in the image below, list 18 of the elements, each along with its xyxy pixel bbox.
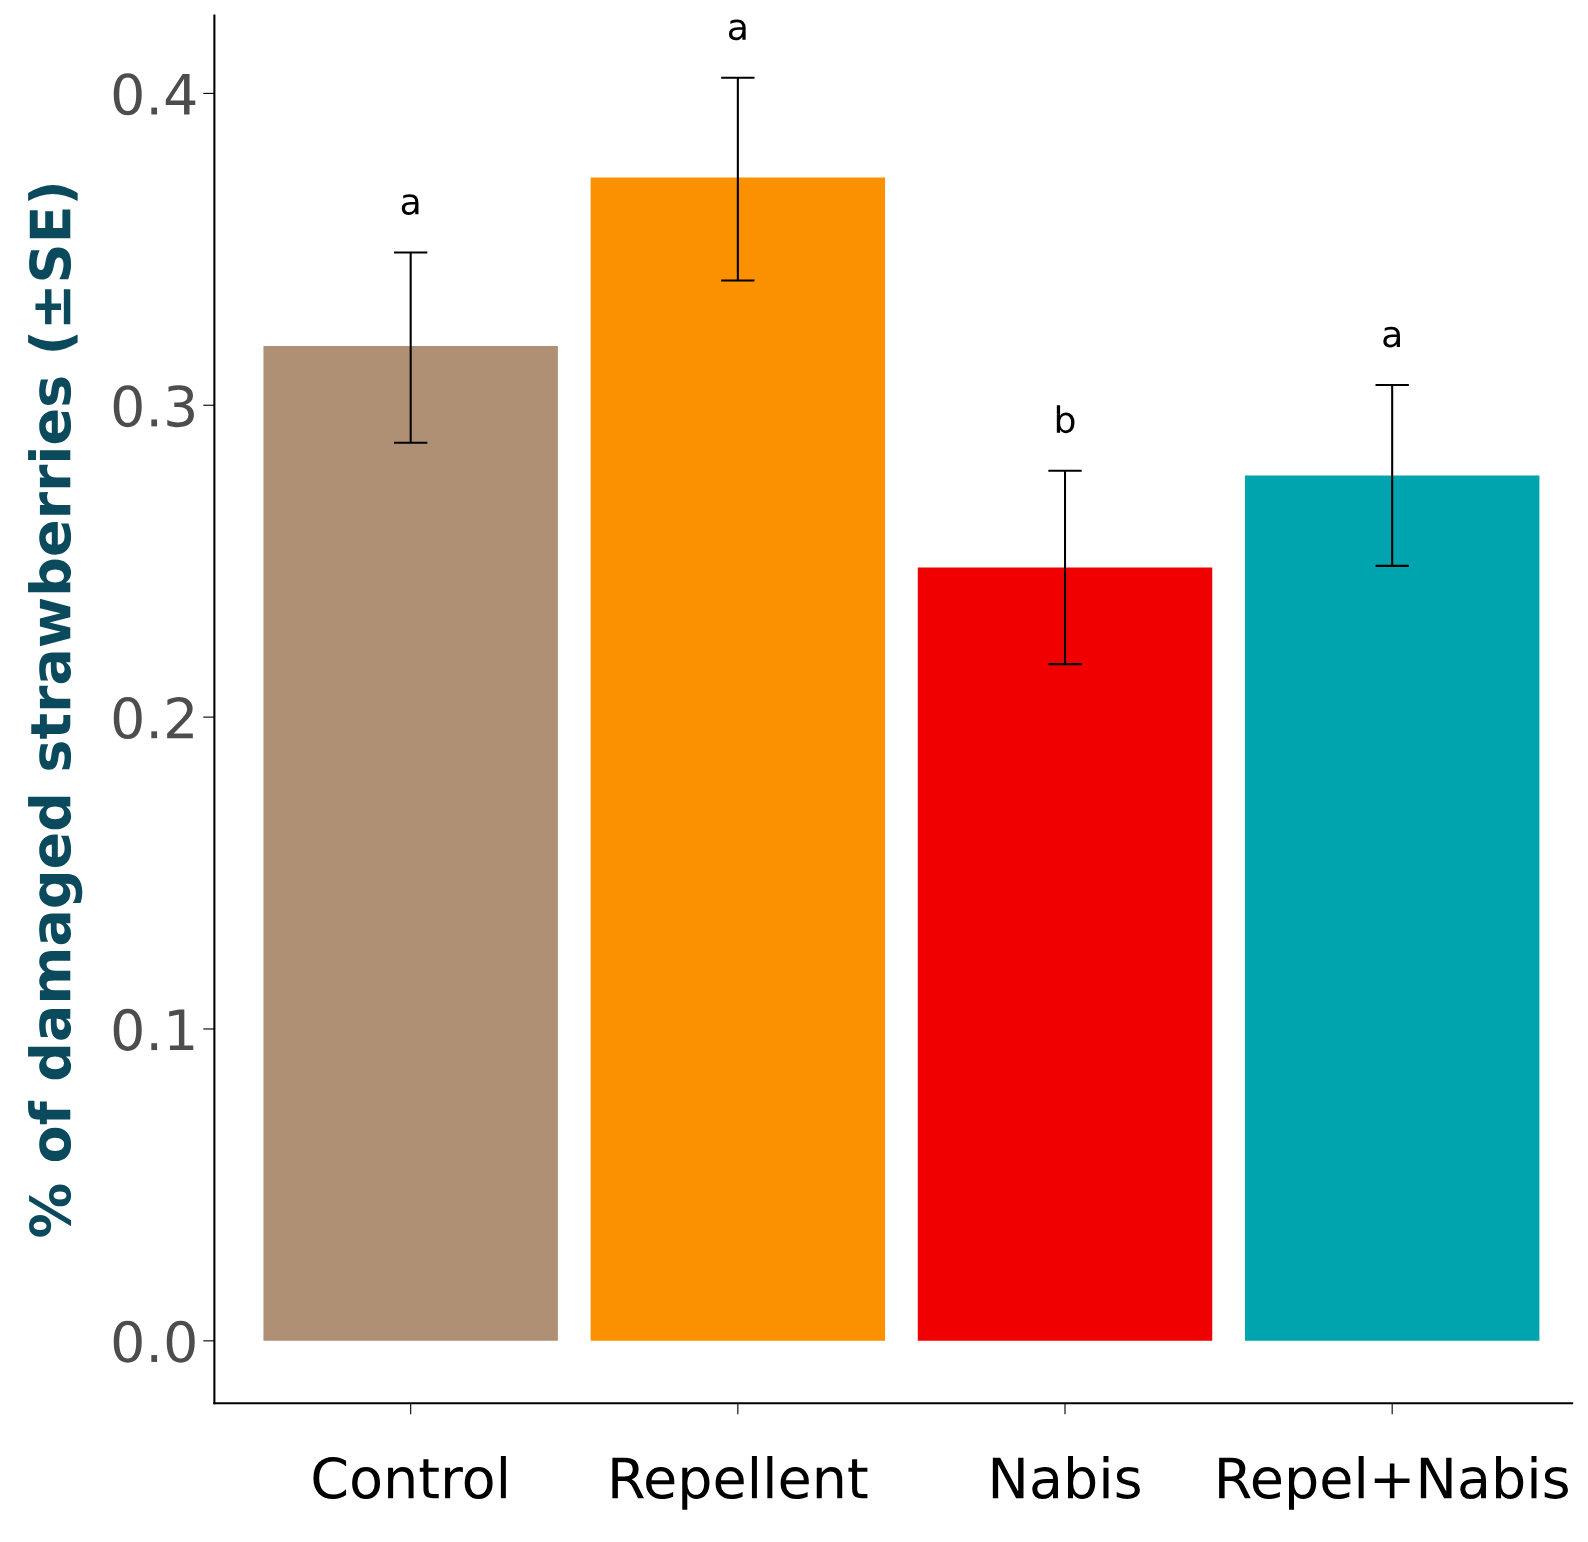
bar	[263, 346, 558, 1341]
annotation: a	[1383, 326, 1400, 348]
x-tick-label: Repel+Nabis	[1219, 1456, 1568, 1510]
y-tick-label: 0.1	[113, 1008, 194, 1051]
annotation: a	[401, 194, 419, 215]
bar	[590, 177, 886, 1341]
x-tick-label: Nabis	[992, 1456, 1140, 1499]
annotation: a	[728, 19, 746, 41]
y-tick-label: 0.0	[113, 1320, 195, 1363]
annotation: b	[1056, 405, 1075, 434]
y-tick-label: 0.4	[113, 73, 196, 116]
y-tick-label: 0.3	[113, 385, 194, 428]
y-tick-label: 0.2	[113, 696, 193, 740]
x-tick-label: Repellent	[612, 1456, 868, 1510]
bar	[917, 567, 1213, 1341]
bar	[1244, 475, 1540, 1341]
y-axis-title: % of damaged strawberries (±SE)	[28, 184, 83, 1237]
x-tick-label: Control	[313, 1456, 506, 1499]
